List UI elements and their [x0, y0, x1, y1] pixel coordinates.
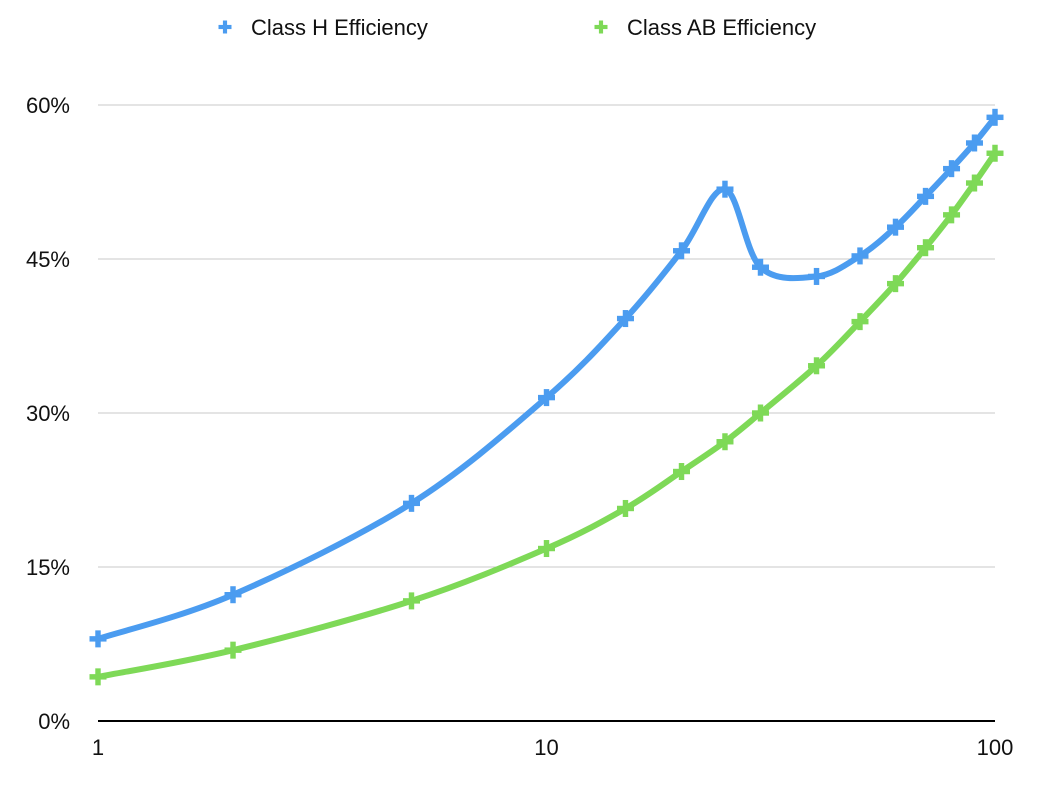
data-point-marker	[751, 404, 769, 422]
y-tick-label: 60%	[26, 93, 70, 118]
data-point-marker	[89, 630, 107, 648]
data-point-marker	[943, 160, 961, 178]
series-markers	[89, 108, 1004, 686]
data-point-marker	[402, 592, 420, 610]
data-point-marker	[224, 586, 242, 604]
series-line-0	[95, 114, 998, 642]
data-point-marker	[965, 174, 983, 192]
data-point-marker	[917, 187, 935, 205]
data-point-marker	[716, 433, 734, 451]
x-tick-label: 10	[534, 735, 558, 760]
data-point-marker	[89, 668, 107, 686]
legend-marker-plus-icon	[594, 20, 608, 34]
data-point-marker	[887, 275, 905, 293]
data-point-marker	[402, 494, 420, 512]
data-point-marker	[943, 206, 961, 224]
data-point-marker	[808, 357, 826, 375]
data-point-marker	[887, 218, 905, 236]
data-point-marker	[808, 267, 826, 285]
x-tick-label: 1	[92, 735, 104, 760]
data-point-marker	[616, 310, 634, 328]
y-tick-label: 15%	[26, 555, 70, 580]
data-point-marker	[965, 134, 983, 152]
legend-label: Class AB Efficiency	[627, 15, 816, 40]
data-point-marker	[917, 239, 935, 257]
legend-label: Class H Efficiency	[251, 15, 428, 40]
y-tick-label: 0%	[38, 709, 70, 734]
y-tick-label: 45%	[26, 247, 70, 272]
data-point-marker	[986, 108, 1004, 126]
y-tick-label: 30%	[26, 401, 70, 426]
x-tick-label: 100	[977, 735, 1014, 760]
data-point-marker	[751, 258, 769, 276]
data-point-marker	[851, 313, 869, 331]
data-point-marker	[538, 389, 555, 407]
axes: 0% 15% 30% 45% 60% 1 10 100	[26, 93, 1013, 760]
data-point-marker	[538, 540, 555, 558]
legend-marker-plus-icon	[218, 20, 232, 34]
data-point-marker	[616, 499, 634, 517]
data-point-marker	[851, 247, 869, 265]
legend: Class H Efficiency Class AB Efficiency	[218, 15, 816, 40]
data-point-marker	[716, 180, 734, 198]
grid-lines	[98, 104, 995, 568]
data-point-marker	[986, 144, 1004, 162]
data-point-marker	[224, 641, 242, 659]
data-point-marker	[673, 242, 691, 260]
data-point-marker	[673, 463, 691, 481]
